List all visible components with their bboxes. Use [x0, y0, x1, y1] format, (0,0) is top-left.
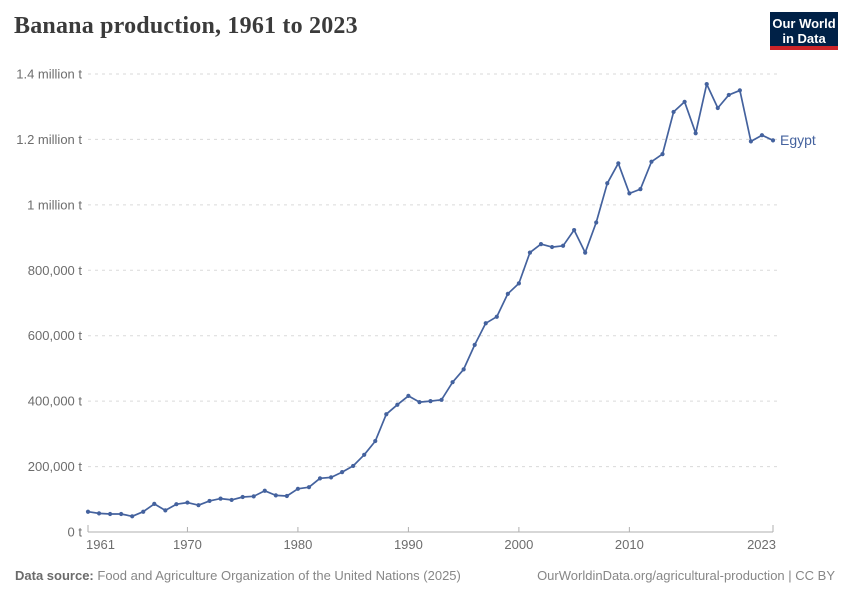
data-point-marker [174, 502, 179, 507]
x-axis-tick-label: 1970 [173, 537, 202, 552]
data-point-marker [605, 181, 610, 186]
data-point-marker [373, 438, 378, 444]
data-point-marker [406, 393, 411, 399]
data-point-marker [671, 109, 676, 115]
data-point-marker [384, 412, 389, 417]
data-point-marker [163, 508, 168, 513]
data-point-marker [759, 133, 765, 138]
data-point-marker [273, 493, 278, 498]
egypt-series-label[interactable]: Egypt [780, 132, 816, 148]
data-point-marker [328, 475, 334, 480]
data-point-marker [185, 500, 190, 505]
data-point-marker [660, 152, 665, 157]
data-point-marker [119, 511, 124, 517]
owid-logo-line1: Our World [772, 16, 836, 31]
data-point-marker [494, 314, 499, 319]
data-point-marker [583, 250, 588, 255]
data-point-marker [295, 486, 301, 491]
y-axis-tick-label: 1 million t [27, 197, 82, 212]
data-point-marker [572, 227, 577, 233]
footer: Data source: Food and Agriculture Organi… [0, 568, 850, 583]
data-point-marker [141, 509, 146, 514]
data-point-marker [207, 498, 212, 504]
data-source-text: Food and Agriculture Organization of the… [97, 568, 461, 583]
footer-link[interactable]: OurWorldinData.org/agricultural-producti… [537, 568, 835, 583]
x-axis-tick-label: 1961 [86, 537, 115, 552]
data-point-marker [594, 220, 599, 225]
data-point-marker [770, 138, 776, 143]
data-point-marker [417, 400, 422, 405]
data-point-marker [240, 494, 245, 500]
x-axis-tick-label: 1990 [394, 537, 423, 552]
data-point-marker [726, 92, 731, 98]
data-point-marker [627, 191, 632, 196]
data-point-marker [472, 342, 477, 347]
y-axis-tick-label: 800,000 t [28, 263, 83, 278]
y-axis-tick-label: 200,000 t [28, 459, 83, 474]
data-point-marker [682, 99, 687, 104]
data-point-marker [218, 496, 223, 501]
data-point-marker [130, 514, 135, 519]
data-point-marker [340, 470, 345, 475]
data-point-marker [362, 452, 367, 457]
data-point-marker [560, 243, 566, 248]
data-point-marker [715, 105, 720, 111]
data-point-marker [96, 511, 102, 516]
data-point-marker [549, 244, 555, 250]
data-point-marker [229, 497, 234, 503]
data-point-marker [317, 476, 323, 481]
data-point-marker [748, 139, 754, 144]
data-point-marker [262, 488, 267, 493]
data-point-marker [461, 367, 466, 372]
data-point-marker [483, 321, 488, 326]
data-point-marker [704, 82, 709, 87]
data-point-marker [85, 509, 91, 514]
y-axis-tick-label: 400,000 t [28, 394, 83, 409]
data-point-marker [638, 187, 643, 192]
data-point-marker [152, 501, 157, 506]
x-axis-tick-label: 2010 [615, 537, 644, 552]
data-point-marker [737, 88, 742, 93]
data-point-marker [649, 159, 654, 164]
y-axis-tick-label: 1.2 million t [16, 132, 82, 147]
data-point-marker [351, 463, 356, 469]
data-point-marker [527, 250, 533, 255]
data-source: Data source: Food and Agriculture Organi… [15, 568, 461, 583]
data-point-marker [428, 399, 433, 404]
data-point-marker [439, 397, 444, 402]
data-point-marker [693, 131, 698, 136]
page-title: Banana production, 1961 to 2023 [14, 13, 358, 39]
data-point-marker [196, 503, 201, 508]
data-source-label: Data source: [15, 568, 94, 583]
x-axis-tick-label: 1980 [283, 537, 312, 552]
data-point-marker [505, 291, 510, 296]
x-axis-tick-label: 2000 [504, 537, 533, 552]
y-axis-tick-label: 0 t [68, 525, 83, 540]
data-point-marker [616, 161, 621, 166]
data-point-marker [251, 494, 256, 499]
owid-logo[interactable]: Our World in Data [770, 12, 838, 50]
y-axis-tick-label: 600,000 t [28, 328, 83, 343]
data-point-marker [395, 402, 400, 407]
data-point-marker [450, 380, 455, 385]
data-point-marker [516, 281, 521, 286]
x-axis-tick-label: 2023 [747, 537, 776, 552]
data-point-marker [538, 242, 544, 247]
data-point-marker [284, 493, 289, 499]
owid-logo-line2: in Data [782, 31, 826, 46]
data-point-marker [306, 485, 312, 490]
y-axis-tick-label: 1.4 million t [16, 67, 82, 82]
data-point-marker [107, 511, 113, 517]
egypt-series-line [87, 83, 774, 518]
